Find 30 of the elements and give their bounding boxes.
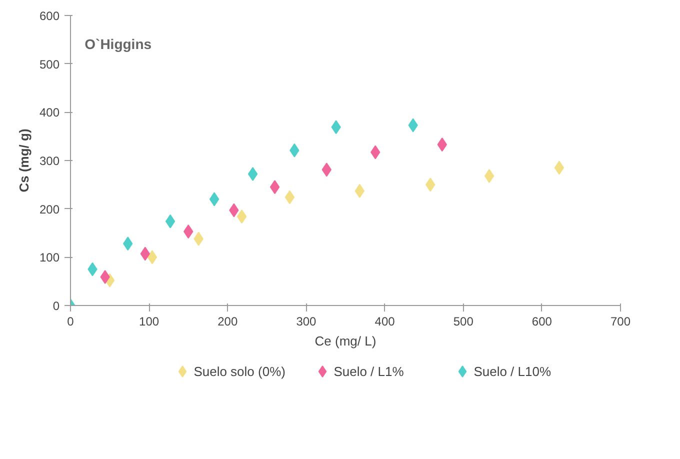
point	[554, 160, 564, 175]
legend-label: Suelo solo (0%)	[194, 364, 286, 379]
point	[147, 250, 158, 264]
legend-label: Suelo / L1%	[334, 364, 404, 379]
point	[236, 210, 247, 224]
y-tick-label: 300	[39, 154, 60, 168]
x-tick-label: 0	[67, 314, 74, 328]
x-tick-label: 600	[532, 314, 552, 328]
y-tick-label: 200	[39, 202, 60, 216]
annotation: O`Higgins	[84, 36, 152, 52]
legend-label: Suelo / L10%	[474, 364, 552, 379]
point	[165, 214, 176, 228]
point	[209, 192, 220, 206]
x-tick-label: 500	[453, 314, 474, 328]
y-tick-label: 0	[52, 299, 60, 313]
x-tick-label: 100	[139, 314, 160, 328]
point	[270, 180, 280, 194]
x-axis-title: Ce (mg/ L)	[314, 334, 376, 348]
x-tick-label: 300	[296, 314, 317, 328]
x-tick-label: 200	[218, 314, 238, 328]
point	[248, 167, 258, 182]
point	[484, 168, 494, 183]
y-tick-label: 100	[39, 250, 60, 265]
y-axis-title: Cs (mg/ g)	[16, 128, 32, 192]
y-tick-label: 500	[39, 57, 60, 72]
point	[284, 190, 295, 204]
x-tick-label: 400	[374, 314, 396, 328]
y-tick-label: 600	[39, 9, 60, 23]
y-tick-label: 400	[39, 106, 60, 120]
x-tick-label: 700	[610, 314, 631, 328]
